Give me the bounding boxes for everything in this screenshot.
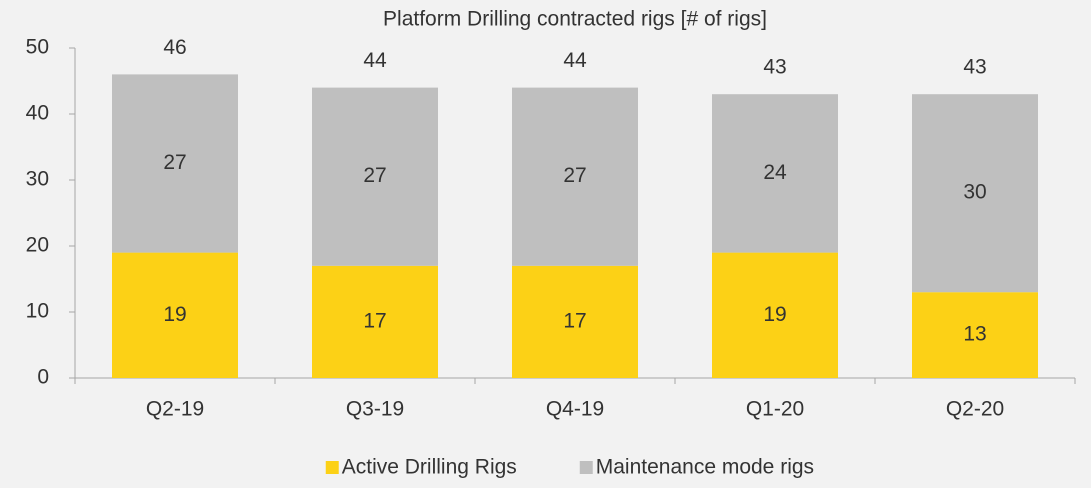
data-label: 24 (763, 161, 787, 184)
legend-label: Active Drilling Rigs (342, 456, 517, 479)
data-label: 30 (963, 181, 986, 204)
x-tick-label: Q1-20 (746, 398, 804, 421)
legend-swatch (579, 461, 593, 474)
bar-segment (512, 87, 638, 266)
bar-segment (912, 94, 1038, 293)
total-label: 44 (563, 49, 587, 72)
data-label: 17 (363, 309, 386, 332)
data-label: 27 (563, 164, 586, 187)
total-label: 43 (963, 56, 986, 79)
y-tick-label: 10 (26, 300, 49, 323)
bar-segment (112, 252, 238, 378)
bar-segment (112, 74, 238, 253)
data-label: 27 (163, 151, 186, 174)
x-tick-label: Q2-19 (146, 398, 204, 421)
bar-segment (912, 292, 1038, 378)
x-tick-label: Q3-19 (346, 398, 404, 421)
bar-segment (712, 252, 838, 378)
legend-label: Maintenance mode rigs (596, 456, 814, 479)
total-label: 44 (363, 49, 387, 72)
x-tick-label: Q2-20 (946, 398, 1004, 421)
y-tick-label: 0 (37, 366, 49, 389)
total-label: 46 (163, 36, 186, 59)
bar-segment (512, 265, 638, 378)
data-label: 19 (163, 303, 186, 326)
legend-swatch (325, 461, 339, 474)
data-label: 19 (763, 303, 786, 326)
x-tick-label: Q4-19 (546, 398, 604, 421)
total-label: 43 (763, 56, 786, 79)
chart-title: Platform Drilling contracted rigs [# of … (383, 8, 767, 31)
bar-segment (312, 87, 438, 266)
data-label: 27 (363, 164, 386, 187)
y-tick-label: 30 (26, 168, 49, 191)
data-label: 13 (963, 323, 986, 346)
y-tick-label: 20 (26, 234, 49, 257)
bar-segment (312, 265, 438, 378)
y-tick-label: 50 (26, 36, 49, 59)
bar-segment (712, 94, 838, 253)
y-tick-label: 40 (26, 102, 49, 125)
data-label: 17 (563, 309, 586, 332)
